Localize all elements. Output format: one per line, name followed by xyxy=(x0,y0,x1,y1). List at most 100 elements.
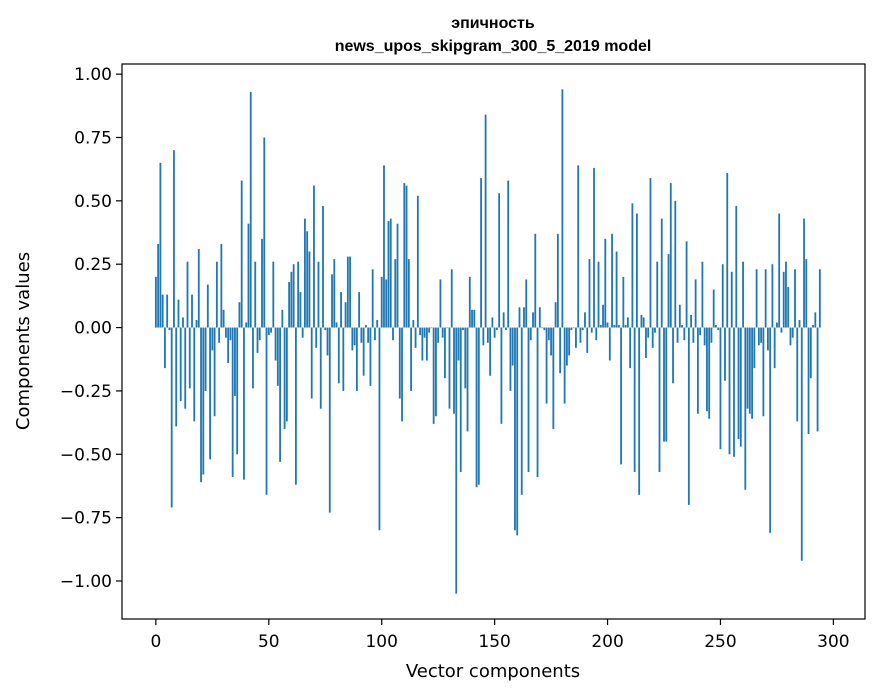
bar xyxy=(626,317,629,328)
bar xyxy=(771,264,774,328)
bar xyxy=(267,327,270,336)
y-tick-label: −0.25 xyxy=(60,382,112,402)
bar xyxy=(365,325,367,328)
x-tick-label: 300 xyxy=(817,632,849,652)
bar xyxy=(615,251,618,328)
bar xyxy=(778,213,781,328)
bar xyxy=(719,327,722,450)
bar xyxy=(281,309,284,328)
bar xyxy=(344,302,347,328)
bar xyxy=(800,327,803,561)
bar xyxy=(265,327,268,495)
bar xyxy=(538,307,541,328)
bar xyxy=(602,304,604,328)
bar xyxy=(349,256,351,328)
bar xyxy=(658,327,661,473)
bar xyxy=(575,327,577,348)
bar xyxy=(796,327,799,422)
bar xyxy=(672,327,674,384)
bar xyxy=(518,307,521,328)
bar xyxy=(414,327,417,348)
bar xyxy=(220,243,223,328)
bar xyxy=(633,327,636,473)
bar xyxy=(545,327,548,404)
bar xyxy=(234,327,236,396)
bar xyxy=(398,327,401,399)
bar xyxy=(532,312,534,328)
bar xyxy=(297,261,300,328)
bar xyxy=(475,327,478,488)
bar xyxy=(459,327,462,473)
bar xyxy=(814,312,817,328)
bar xyxy=(586,327,589,353)
bar xyxy=(294,327,297,485)
bar xyxy=(744,327,747,490)
bar xyxy=(710,327,713,343)
bar xyxy=(669,183,672,328)
bar xyxy=(240,180,243,328)
bar xyxy=(310,327,313,399)
bar xyxy=(606,322,609,328)
x-tick-label: 250 xyxy=(704,632,736,652)
bar xyxy=(640,314,643,328)
bar xyxy=(227,327,230,364)
bar xyxy=(620,327,622,465)
bar xyxy=(249,91,252,328)
bar xyxy=(622,276,625,328)
bar xyxy=(236,327,239,455)
y-tick-label: −1.00 xyxy=(60,572,112,592)
bar-series xyxy=(154,89,821,594)
bar xyxy=(527,327,530,473)
bar xyxy=(667,254,670,328)
bar xyxy=(374,327,376,341)
bar xyxy=(423,327,426,338)
y-axis-label: Components values xyxy=(13,252,34,430)
bar xyxy=(358,292,361,328)
bar xyxy=(803,218,805,328)
bar xyxy=(392,327,394,341)
bar xyxy=(166,294,169,328)
bar xyxy=(577,165,580,328)
bar xyxy=(678,304,681,328)
bar xyxy=(480,178,482,328)
bar xyxy=(200,327,202,483)
bar xyxy=(299,292,302,328)
bar xyxy=(247,223,250,328)
bar xyxy=(238,302,241,328)
bar xyxy=(807,327,810,434)
bar xyxy=(335,322,338,328)
bar xyxy=(331,274,333,328)
chart-title: эпичность xyxy=(451,15,535,32)
bar xyxy=(477,327,480,485)
bar xyxy=(769,327,772,533)
bar xyxy=(491,317,494,328)
bar xyxy=(805,259,808,328)
bar xyxy=(748,327,751,414)
bar xyxy=(523,307,525,328)
bar xyxy=(812,325,814,328)
bar xyxy=(342,327,345,391)
x-tick-label: 200 xyxy=(591,632,623,652)
bar xyxy=(394,259,397,328)
bar xyxy=(308,251,311,328)
bar xyxy=(362,327,365,376)
bar xyxy=(215,261,218,328)
bar xyxy=(809,327,812,379)
bar xyxy=(715,325,717,328)
bar xyxy=(464,327,467,389)
bar xyxy=(369,327,372,386)
bar xyxy=(703,327,706,346)
y-axis: 1.00 0.75 0.50 0.25 0.00 −0.25 −0.50 −0.75 −1.00 xyxy=(60,65,122,592)
x-axis-label: Vector components xyxy=(406,661,580,682)
x-axis: 0 50 100 150 200 250 300 xyxy=(150,619,850,652)
bar xyxy=(493,327,496,338)
bar xyxy=(570,327,573,331)
bar xyxy=(457,327,460,361)
bar xyxy=(554,302,557,328)
bar xyxy=(168,327,171,331)
bar xyxy=(175,327,178,427)
bar xyxy=(757,327,760,346)
bar xyxy=(355,327,358,391)
bar xyxy=(252,327,254,389)
